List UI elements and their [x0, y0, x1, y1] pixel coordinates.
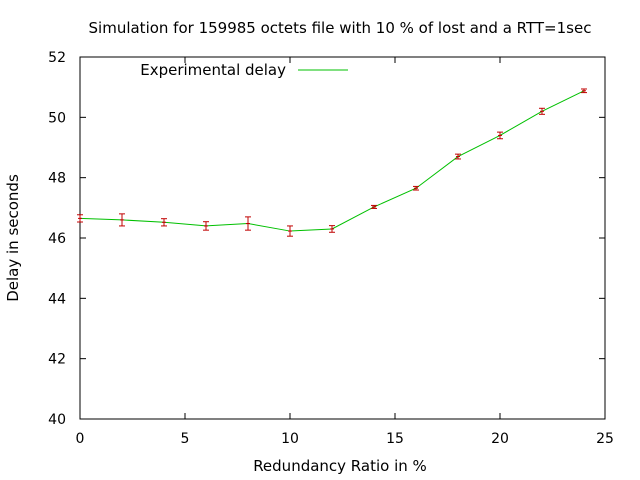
x-axis-label: Redundancy Ratio in %: [253, 457, 427, 475]
data-point: [203, 221, 209, 231]
data-point: [329, 225, 335, 233]
series-layer: [77, 88, 587, 237]
y-tick-label: 48: [48, 171, 66, 187]
data-point: [77, 214, 83, 223]
x-tick-label: 10: [281, 431, 299, 447]
x-tick-label: 25: [596, 431, 614, 447]
y-axis-label: Delay in seconds: [4, 174, 22, 302]
data-point: [413, 185, 419, 191]
data-point: [497, 131, 503, 140]
x-tick-label: 5: [181, 431, 190, 447]
data-point: [245, 216, 251, 231]
x-tick-label: 0: [76, 431, 85, 447]
data-point: [119, 213, 125, 227]
data-point: [539, 107, 545, 115]
legend-label: Experimental delay: [140, 61, 286, 79]
x-axis: 0 5 10 15 20 25: [76, 57, 614, 447]
y-tick-label: 52: [48, 50, 66, 66]
y-axis: 40 42 44 46 48 50 52: [48, 50, 605, 428]
legend: Experimental delay: [140, 61, 348, 79]
data-point: [581, 88, 587, 94]
data-point: [455, 153, 461, 160]
y-tick-label: 40: [48, 412, 66, 428]
chart-title: Simulation for 159985 octets file with 1…: [89, 19, 592, 37]
y-tick-label: 50: [48, 110, 66, 126]
x-tick-label: 15: [386, 431, 404, 447]
x-tick-label: 20: [491, 431, 509, 447]
y-tick-label: 42: [48, 352, 66, 368]
y-tick-label: 46: [48, 231, 66, 247]
data-point: [371, 204, 377, 209]
y-tick-label: 44: [48, 291, 66, 307]
data-point: [287, 225, 293, 237]
data-point: [161, 218, 167, 227]
